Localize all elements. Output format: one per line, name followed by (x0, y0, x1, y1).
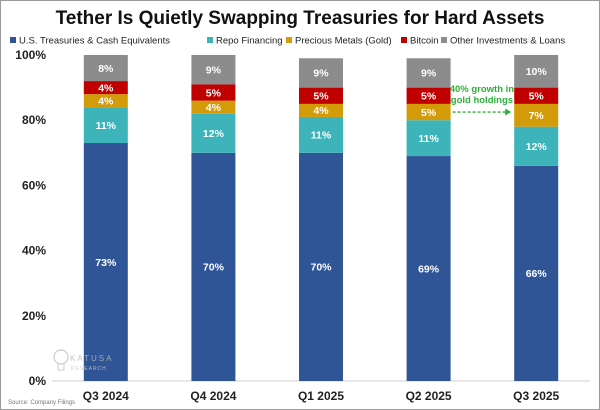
data-label: 9% (313, 68, 329, 80)
y-tick-label: 40% (22, 244, 46, 258)
data-label: 7% (529, 110, 545, 122)
data-label: 9% (206, 64, 222, 76)
data-label: 8% (98, 63, 114, 75)
y-tick-label: 100% (15, 48, 46, 62)
legend-swatch-0 (10, 37, 16, 43)
logo-bulb-icon (53, 349, 69, 365)
bar-segment (191, 84, 236, 101)
bar-segment (83, 55, 128, 82)
bar-segment (83, 143, 128, 381)
data-label: 11% (418, 133, 439, 145)
x-tick-label: Q1 2025 (298, 389, 344, 403)
data-label: 12% (526, 141, 548, 153)
data-label: 4% (206, 102, 222, 114)
x-tick-label: Q4 2024 (190, 389, 236, 403)
bar-segment (299, 58, 343, 88)
data-label: 4% (98, 95, 114, 107)
data-label: 70% (203, 262, 225, 274)
data-label: 73% (95, 257, 117, 269)
x-tick-label: Q3 2025 (513, 389, 559, 403)
bar-segment (83, 81, 128, 95)
legend-label-0: U.S. Treasuries & Cash Equivalents (19, 36, 170, 47)
bar-segment (191, 55, 236, 85)
bar-segment (299, 103, 343, 117)
data-label: 5% (421, 107, 437, 119)
data-label: 10% (526, 66, 548, 78)
bar-segment (406, 87, 451, 104)
data-label: 9% (421, 68, 437, 80)
legend-label-4: Other Investments & Loans (450, 36, 565, 47)
logo-name: KATUSA (70, 354, 113, 363)
x-tick-label: Q3 2024 (83, 389, 129, 403)
arrow-head-icon (505, 108, 512, 116)
data-label: 4% (313, 105, 329, 117)
bar-segment (299, 152, 343, 381)
data-label: 66% (526, 268, 548, 280)
bar-segment (406, 156, 451, 381)
data-label: 69% (418, 263, 440, 275)
y-tick-label: 80% (22, 113, 46, 127)
data-label: 11% (96, 120, 117, 132)
chart-title: Tether Is Quietly Swapping Treasuries fo… (56, 8, 545, 29)
x-tick-label: Q2 2025 (406, 389, 452, 403)
bar-segment (406, 58, 451, 88)
bar-segment (406, 103, 451, 121)
data-label: 4% (98, 82, 114, 94)
katusa-logo: KATUSA RESEARCH (53, 349, 113, 372)
annotation-text-line2: gold holdings (451, 95, 513, 106)
data-label: 5% (529, 91, 545, 103)
data-label: 5% (313, 91, 329, 103)
data-label: 5% (421, 91, 437, 103)
bar-segment (406, 120, 451, 157)
logo-sub: RESEARCH (71, 366, 107, 372)
legend-swatch-2 (286, 37, 292, 43)
y-tick-label: 20% (22, 309, 46, 323)
bar-segment (514, 103, 559, 127)
legend-swatch-4 (441, 37, 447, 43)
legend-label-2: Precious Metals (Gold) (295, 36, 392, 47)
bar-segment (514, 55, 559, 88)
bar-segment (514, 165, 559, 381)
y-tick-label: 60% (22, 178, 46, 192)
x-axis: Q3 2024 Q4 2024 Q1 2025 Q2 2025 Q3 2025 (83, 389, 560, 403)
legend-label-1: Repo Financing (216, 36, 283, 47)
bar-segment (191, 100, 236, 114)
bar-segment (83, 107, 128, 144)
bar-segment (299, 87, 343, 104)
data-label: 70% (310, 262, 332, 274)
bar-segment (191, 113, 236, 153)
legend-label-3: Bitcoin (410, 36, 439, 47)
data-label: 11% (311, 130, 332, 142)
bar-segment (514, 87, 559, 104)
logo-bulb-base-icon (57, 363, 65, 371)
bar-segment (83, 94, 128, 108)
y-tick-label: 0% (29, 374, 47, 388)
legend-swatch-1 (207, 37, 213, 43)
bar-segment (299, 116, 343, 153)
legend-swatch-3 (401, 37, 407, 43)
bar-segment (514, 126, 559, 166)
bar-segment (191, 152, 236, 381)
source-note: Source: Company Filings (8, 400, 75, 406)
data-label: 5% (206, 87, 222, 99)
annotation-text-line1: 40% growth in (450, 84, 515, 95)
legend: U.S. Treasuries & Cash Equivalents Repo F… (10, 36, 565, 47)
data-label: 12% (203, 128, 225, 140)
bars: 73%11%4%4%8%70%12%4%5%9%70%11%4%5%9%69%1… (83, 55, 559, 381)
